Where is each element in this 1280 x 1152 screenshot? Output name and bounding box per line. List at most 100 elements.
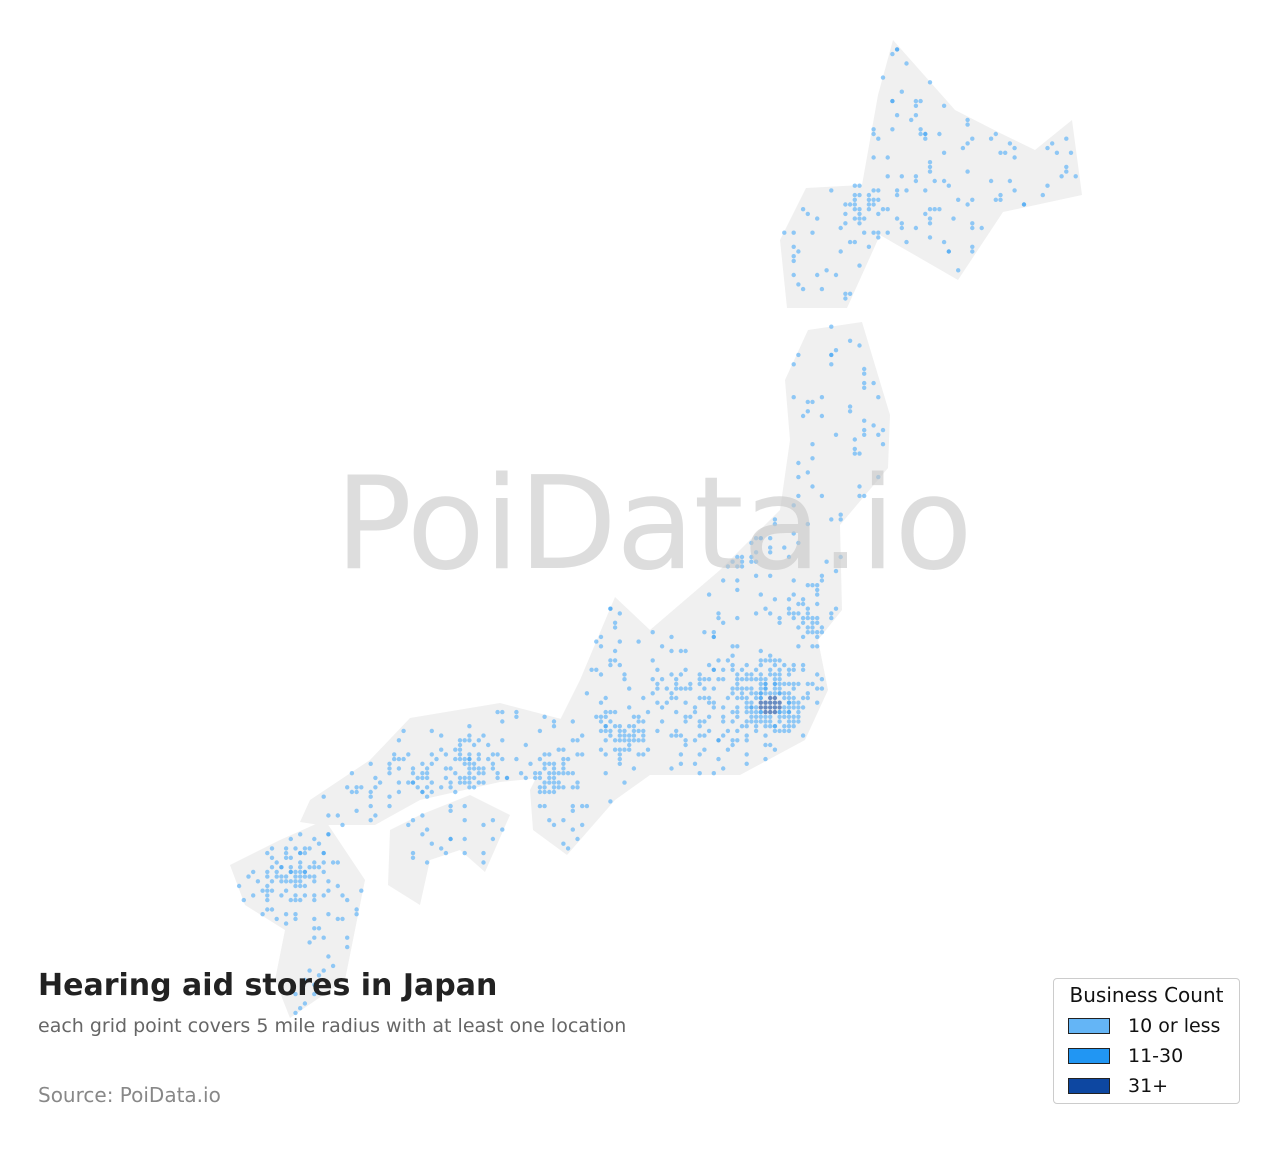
grid-point: [669, 648, 674, 654]
grid-point: [598, 728, 604, 734]
grid-point: [1064, 164, 1069, 170]
grid-point: [467, 738, 472, 743]
grid-point: [387, 803, 392, 809]
grid-point: [768, 658, 773, 663]
grid-point: [556, 785, 561, 790]
grid-point: [312, 879, 317, 884]
grid-point: [598, 700, 604, 705]
grid-point: [876, 474, 881, 480]
grid-point: [697, 752, 702, 757]
grid-point: [857, 263, 862, 268]
grid-point: [768, 724, 773, 729]
grid-point: [1012, 188, 1017, 193]
grid-point: [298, 832, 303, 837]
grid-point: [396, 756, 402, 762]
grid-point: [401, 756, 406, 762]
grid-point: [899, 225, 904, 231]
grid-point: [551, 785, 557, 790]
grid-point: [819, 413, 825, 419]
grid-point: [608, 606, 613, 611]
grid-point: [575, 780, 580, 785]
grid-point: [843, 296, 848, 301]
grid-point: [580, 733, 585, 738]
grid-point: [335, 916, 340, 922]
grid-point: [650, 691, 655, 696]
grid-point: [847, 338, 853, 343]
grid-point: [739, 695, 745, 701]
grid-point: [551, 761, 557, 766]
grid-point: [603, 752, 608, 757]
grid-point: [829, 517, 834, 522]
grid-point: [829, 324, 834, 329]
grid-point: [871, 202, 876, 207]
grid-point: [443, 775, 449, 781]
grid-point: [810, 399, 815, 405]
grid-point: [862, 366, 867, 372]
legend: Business Count 10 or less 11-30 31+: [1053, 978, 1240, 1104]
grid-point: [721, 705, 726, 710]
grid-point: [410, 850, 416, 856]
grid-point: [373, 775, 378, 781]
grid-point: [603, 724, 608, 729]
grid-point: [706, 714, 712, 719]
grid-point: [561, 771, 566, 776]
grid-point: [312, 874, 317, 879]
grid-point: [260, 912, 265, 917]
grid-point: [608, 719, 613, 724]
grid-point: [692, 761, 698, 766]
grid-point: [1045, 145, 1050, 151]
grid-point: [988, 178, 994, 184]
grid-point: [476, 738, 481, 743]
grid-point: [603, 771, 608, 776]
grid-point: [763, 681, 768, 687]
grid-point: [941, 178, 947, 184]
grid-point: [735, 714, 740, 719]
grid-point: [298, 869, 303, 875]
grid-point: [467, 752, 472, 757]
grid-point: [674, 733, 679, 738]
grid-point: [772, 597, 778, 602]
grid-point: [448, 785, 453, 790]
grid-point: [791, 230, 796, 235]
grid-point: [650, 630, 655, 635]
grid-point: [340, 916, 345, 922]
grid-point: [847, 409, 853, 414]
grid-point: [800, 286, 806, 292]
grid-point: [580, 822, 585, 828]
grid-point: [486, 742, 491, 748]
grid-point: [772, 662, 778, 668]
grid-point: [1068, 150, 1074, 155]
grid-point: [805, 606, 810, 611]
grid-point: [396, 789, 402, 795]
grid-point: [937, 131, 942, 137]
grid-point: [810, 484, 815, 489]
grid-point: [457, 756, 463, 762]
grid-point: [796, 352, 801, 358]
grid-point: [439, 747, 444, 752]
grid-point: [857, 451, 862, 456]
grid-point: [739, 667, 745, 672]
grid-point: [739, 564, 745, 569]
grid-point: [420, 761, 425, 766]
grid-point: [288, 865, 293, 870]
grid-point: [932, 178, 937, 184]
grid-point: [547, 818, 552, 823]
grid-point: [401, 728, 406, 734]
grid-point: [443, 766, 449, 771]
grid-point: [697, 771, 702, 776]
grid-point: [730, 662, 735, 668]
grid-point: [862, 380, 867, 386]
grid-point: [782, 662, 787, 668]
grid-point: [1021, 202, 1027, 207]
grid-point: [359, 888, 364, 893]
grid-point: [866, 197, 872, 202]
grid-point: [302, 874, 308, 879]
grid-point: [293, 874, 298, 879]
grid-point: [744, 677, 749, 682]
grid-point: [547, 775, 552, 781]
grid-point: [843, 291, 848, 296]
grid-point: [669, 733, 674, 738]
grid-point: [631, 714, 637, 719]
grid-point: [796, 249, 801, 254]
grid-point: [815, 644, 820, 649]
